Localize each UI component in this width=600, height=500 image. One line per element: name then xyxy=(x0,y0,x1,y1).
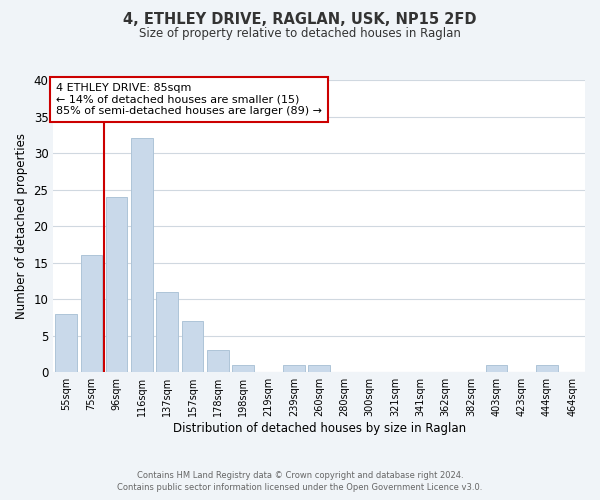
Bar xyxy=(536,365,558,372)
Bar xyxy=(485,365,507,372)
Bar xyxy=(232,365,254,372)
Bar xyxy=(80,256,102,372)
Text: 4, ETHLEY DRIVE, RAGLAN, USK, NP15 2FD: 4, ETHLEY DRIVE, RAGLAN, USK, NP15 2FD xyxy=(123,12,477,28)
Bar xyxy=(157,292,178,372)
Y-axis label: Number of detached properties: Number of detached properties xyxy=(15,133,28,319)
Bar xyxy=(106,197,127,372)
Bar xyxy=(55,314,77,372)
X-axis label: Distribution of detached houses by size in Raglan: Distribution of detached houses by size … xyxy=(173,422,466,435)
Text: 4 ETHLEY DRIVE: 85sqm
← 14% of detached houses are smaller (15)
85% of semi-deta: 4 ETHLEY DRIVE: 85sqm ← 14% of detached … xyxy=(56,83,322,116)
Bar xyxy=(131,138,152,372)
Bar xyxy=(207,350,229,372)
Bar xyxy=(308,365,330,372)
Text: Size of property relative to detached houses in Raglan: Size of property relative to detached ho… xyxy=(139,28,461,40)
Bar xyxy=(182,321,203,372)
Bar xyxy=(283,365,305,372)
Text: Contains HM Land Registry data © Crown copyright and database right 2024.
Contai: Contains HM Land Registry data © Crown c… xyxy=(118,471,482,492)
